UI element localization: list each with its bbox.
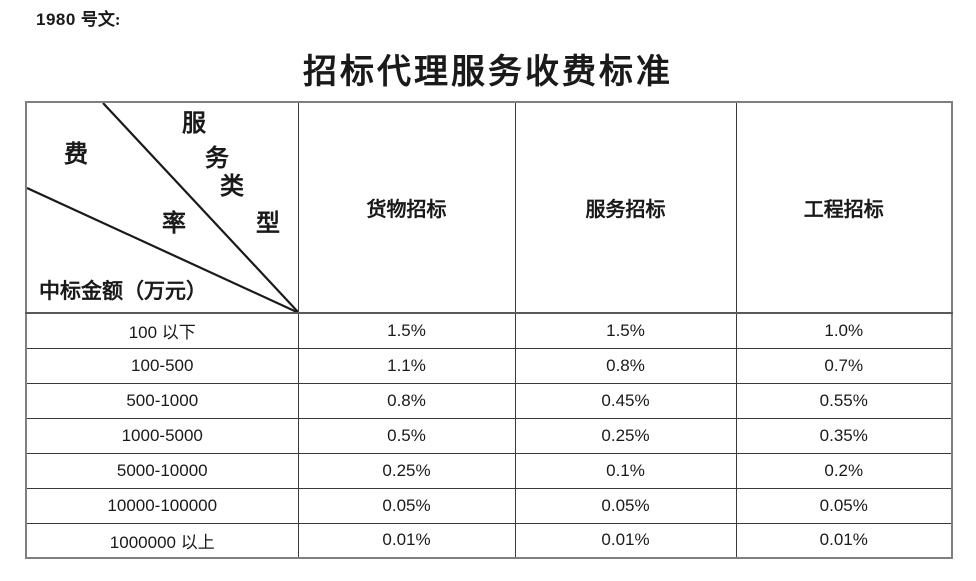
fee-standard-table: 服 务 类 型 费 率 中标金额（万元） 货物招标 服务招标 工程招标 100 … [25, 101, 953, 559]
rate-cell: 1.5% [297, 312, 516, 349]
rate-cell: 0.2% [735, 452, 953, 489]
table-row: 1000000 以上 0.01% 0.01% 0.01% [25, 522, 953, 559]
table-row: 5000-10000 0.25% 0.1% 0.2% [25, 452, 953, 489]
diagonal-divider-lines [27, 103, 297, 311]
page-title: 招标代理服务收费标准 [303, 54, 673, 91]
rate-cell: 0.01% [297, 522, 516, 559]
rate-cell: 0.05% [297, 487, 516, 524]
row-label: 500-1000 [25, 382, 299, 419]
column-header-goods: 货物招标 [297, 101, 516, 314]
doc-number: 1980 [36, 10, 76, 29]
corner-service-char-2: 务 [205, 146, 229, 172]
row-label: 1000000 以上 [25, 522, 299, 559]
rate-cell: 0.25% [514, 417, 737, 454]
rate-cell: 1.5% [514, 312, 737, 349]
rate-cell: 0.1% [514, 452, 737, 489]
table-header-row: 服 务 类 型 费 率 中标金额（万元） 货物招标 服务招标 工程招标 [25, 101, 953, 314]
table-row: 1000-5000 0.5% 0.25% 0.35% [25, 417, 953, 454]
row-label: 1000-5000 [25, 417, 299, 454]
corner-service-char-3: 类 [220, 174, 244, 200]
rate-cell: 0.05% [514, 487, 737, 524]
corner-fee-char-2: 率 [162, 211, 186, 237]
column-header-services: 服务招标 [514, 101, 737, 314]
corner-service-char-4: 型 [256, 211, 280, 237]
rate-cell: 0.35% [735, 417, 953, 454]
row-label: 10000-100000 [25, 487, 299, 524]
rate-cell: 0.7% [735, 347, 953, 384]
rate-cell: 0.05% [735, 487, 953, 524]
corner-fee-char-1: 费 [64, 142, 88, 168]
rate-cell: 0.8% [297, 382, 516, 419]
row-label: 100-500 [25, 347, 299, 384]
row-label: 5000-10000 [25, 452, 299, 489]
doc-number-label: 1980 号文: [36, 5, 121, 30]
rate-cell: 0.25% [297, 452, 516, 489]
rate-cell: 1.1% [297, 347, 516, 384]
diagonal-corner-cell: 服 务 类 型 费 率 中标金额（万元） [25, 101, 299, 314]
corner-service-char-1: 服 [182, 111, 206, 137]
rate-cell: 1.0% [735, 312, 953, 349]
corner-row-axis-label: 中标金额（万元） [39, 279, 207, 303]
rate-cell: 0.8% [514, 347, 737, 384]
table-row: 100 以下 1.5% 1.5% 1.0% [25, 312, 953, 349]
rate-cell: 0.55% [735, 382, 953, 419]
column-header-works: 工程招标 [735, 101, 953, 314]
doc-number-suffix: 号文: [80, 10, 121, 29]
rate-cell: 0.01% [514, 522, 737, 559]
table-row: 10000-100000 0.05% 0.05% 0.05% [25, 487, 953, 524]
table-row: 100-500 1.1% 0.8% 0.7% [25, 347, 953, 384]
rate-cell: 0.45% [514, 382, 737, 419]
rate-cell: 0.01% [735, 522, 953, 559]
rate-cell: 0.5% [297, 417, 516, 454]
table-row: 500-1000 0.8% 0.45% 0.55% [25, 382, 953, 419]
row-label: 100 以下 [25, 312, 299, 349]
